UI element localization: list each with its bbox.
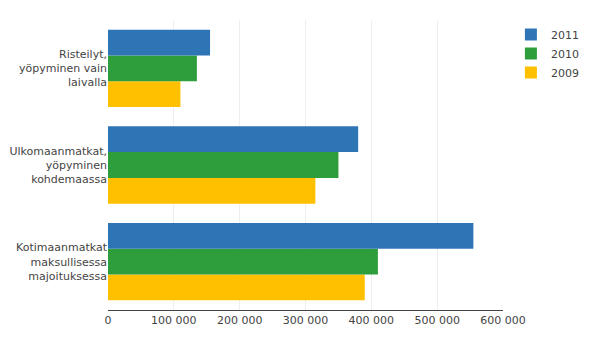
svg-text:Risteilyt,yöpyminen vainlaival: Risteilyt,yöpyminen vainlaivalla	[19, 48, 107, 90]
svg-text:0: 0	[105, 314, 112, 327]
svg-text:100 000: 100 000	[151, 314, 197, 327]
svg-text:2010: 2010	[551, 48, 579, 61]
svg-text:400 000: 400 000	[349, 314, 395, 327]
svg-text:Ulkomaanmatkat,yöpyminenkohdem: Ulkomaanmatkat,yöpyminenkohdemaassa	[10, 145, 108, 187]
svg-text:2011: 2011	[551, 29, 579, 42]
svg-text:200 000: 200 000	[217, 314, 262, 327]
svg-text:600 000: 600 000	[480, 314, 526, 327]
svg-text:2009: 2009	[551, 67, 579, 80]
svg-text:300 000: 300 000	[283, 314, 329, 327]
svg-text:Kotimaanmatkatmaksullisessamaj: Kotimaanmatkatmaksullisessamajoituksessa	[16, 241, 108, 283]
svg-text:500 000: 500 000	[414, 314, 460, 327]
